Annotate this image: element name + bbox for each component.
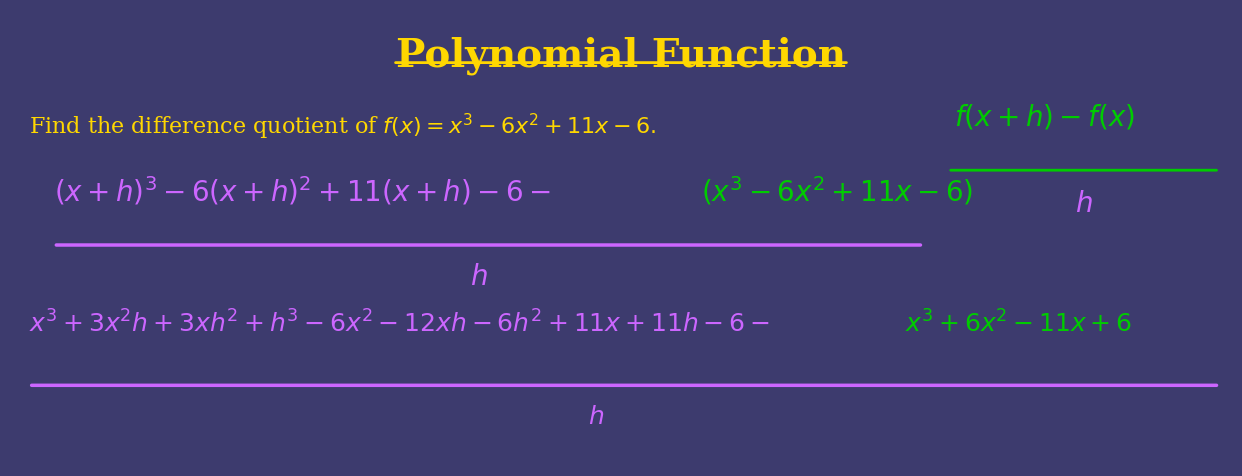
Text: $(x+h)^3 - 6(x+h)^2 + 11(x+h) - 6 -$: $(x+h)^3 - 6(x+h)^2 + 11(x+h) - 6 -$ xyxy=(53,175,550,208)
Text: $x^3+6x^2-11x+6$: $x^3+6x^2-11x+6$ xyxy=(904,310,1131,337)
Text: $f(x+h) - f(x)$: $f(x+h) - f(x)$ xyxy=(954,102,1135,131)
Text: $h$: $h$ xyxy=(471,264,488,291)
Text: $x^3+3x^2h+3xh^2+h^3-6x^2-12xh-6h^2+11x+11h-6-$: $x^3+3x^2h+3xh^2+h^3-6x^2-12xh-6h^2+11x+… xyxy=(29,310,770,337)
Text: $h$: $h$ xyxy=(1074,191,1093,218)
Text: Polynomial Function: Polynomial Function xyxy=(396,37,846,75)
Text: $(x^3 - 6x^2 + 11x - 6)$: $(x^3 - 6x^2 + 11x - 6)$ xyxy=(702,175,974,208)
Text: Find the difference quotient of $f(x) = x^3 - 6x^2 + 11x - 6.$: Find the difference quotient of $f(x) = … xyxy=(29,112,656,142)
Text: $h$: $h$ xyxy=(589,407,605,429)
